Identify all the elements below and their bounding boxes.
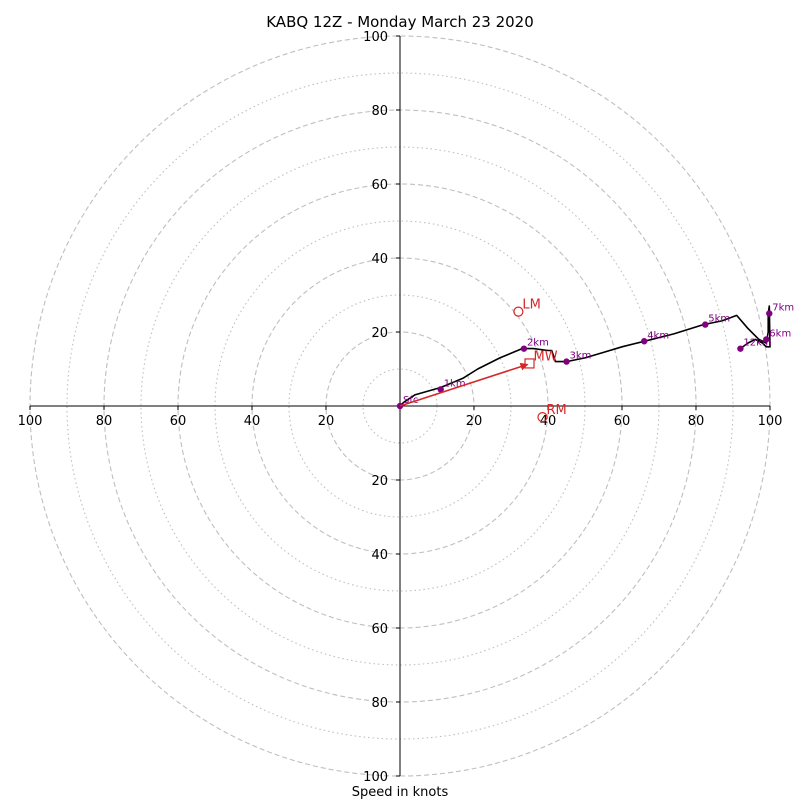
height-marker-label: Sfc xyxy=(403,395,418,406)
height-marker-label: 2km xyxy=(527,338,549,349)
x-tick-label: 20 xyxy=(318,414,335,429)
height-marker-label: 12km xyxy=(743,338,771,349)
x-tick-label: 100 xyxy=(18,414,43,429)
height-marker-label: 4km xyxy=(647,330,669,341)
x-tick-label: 80 xyxy=(688,414,705,429)
height-marker-label: 7km xyxy=(772,303,794,314)
x-tick-label: 80 xyxy=(96,414,113,429)
y-tick-label: 40 xyxy=(371,548,388,563)
height-marker-dot xyxy=(520,345,528,352)
height-marker-dot xyxy=(702,321,709,328)
y-tick-label: 100 xyxy=(363,770,388,785)
height-marker-dot xyxy=(437,386,444,393)
x-tick-label: 20 xyxy=(466,414,483,429)
y-tick-label: 20 xyxy=(371,326,388,341)
height-marker-label: 5km xyxy=(708,314,730,325)
height-marker-dot xyxy=(763,336,770,343)
height-marker-dot xyxy=(766,310,773,317)
height-marker-label: 3km xyxy=(570,351,592,362)
storm-motion-label: RM xyxy=(546,403,566,418)
y-tick-label: 80 xyxy=(371,104,388,119)
height-marker-dot xyxy=(563,358,570,365)
storm-motion-markers: LM MW RM xyxy=(399,298,567,423)
storm-motion-marker xyxy=(537,412,548,423)
height-marker-label: 1km xyxy=(444,378,466,389)
y-tick-label: 40 xyxy=(371,252,388,267)
mean-wind-marker xyxy=(524,358,535,369)
y-tick-label: 100 xyxy=(363,30,388,45)
x-tick-label: 60 xyxy=(170,414,187,429)
storm-motion-label: MW xyxy=(534,349,558,364)
tick-labels: 100 80 60 40 20 20 40 60 80 100 100 80 60 40 20 20 40 60 8… xyxy=(18,30,783,785)
storm-motion-marker xyxy=(513,306,524,317)
mean-wind-arrow xyxy=(399,362,529,407)
height-marker-label: 6km xyxy=(769,328,791,339)
chart-title: KABQ 12Z - Monday March 23 2020 xyxy=(266,13,534,31)
y-tick-label: 60 xyxy=(371,622,388,637)
height-markers: Sfc 1km 2km 3km 4km 5km 6km 7km 12km xyxy=(396,303,794,410)
x-tick-label: 40 xyxy=(540,414,557,429)
height-marker-dot xyxy=(737,345,744,352)
x-axis-label: Speed in knots xyxy=(352,785,449,800)
height-marker-dot xyxy=(641,338,648,345)
y-tick-label: 20 xyxy=(371,474,388,489)
y-tick-label: 80 xyxy=(371,696,388,711)
y-tick-label: 60 xyxy=(371,178,388,193)
x-tick-label: 100 xyxy=(758,414,783,429)
storm-motion-label: LM xyxy=(522,298,540,313)
x-tick-label: 40 xyxy=(244,414,261,429)
x-tick-label: 60 xyxy=(614,414,631,429)
